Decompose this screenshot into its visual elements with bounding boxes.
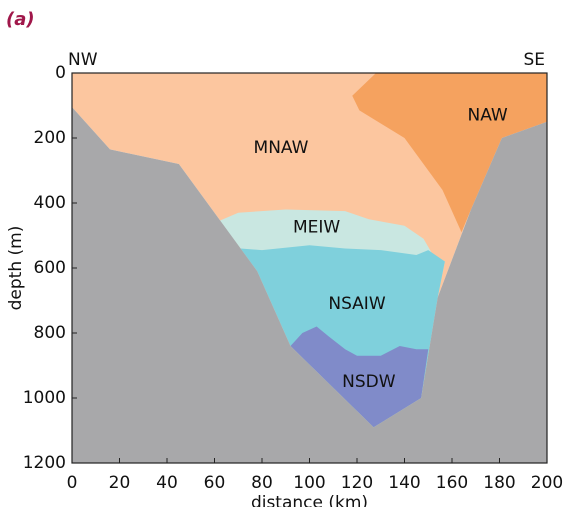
x-tick-label: 180 [483, 473, 515, 493]
water-mass-label: NSDW [342, 372, 396, 392]
right-label: SE [523, 50, 545, 70]
panel-label: (a) [6, 9, 35, 30]
x-axis-label: distance (km) [251, 493, 368, 507]
y-tick-label: 400 [34, 193, 66, 213]
y-tick-label: 1000 [23, 388, 66, 408]
left-label: NW [68, 50, 98, 70]
y-tick-label: 600 [34, 258, 66, 278]
water-mass-label: NSAIW [328, 294, 385, 314]
x-tick-label: 140 [388, 473, 420, 493]
x-tick-label: 40 [156, 473, 178, 493]
y-tick-label: 800 [34, 323, 66, 343]
x-tick-label: 200 [531, 473, 563, 493]
water-mass-label: NAW [468, 105, 508, 125]
x-tick-label: 160 [436, 473, 468, 493]
water-mass-label: MNAW [254, 138, 309, 158]
y-axis-label: depth (m) [6, 226, 26, 311]
water-mass-label: MEIW [293, 217, 340, 237]
y-tick-label: 1200 [23, 453, 66, 473]
chart: (a) MNAW NAW MEIW NSAIW NSDW 0 20 40 60 80 100 120 1… [0, 0, 564, 507]
x-tick-label: 120 [341, 473, 373, 493]
y-tick-label: 0 [55, 63, 66, 83]
x-tick-label: 0 [67, 473, 78, 493]
x-tick-label: 60 [204, 473, 226, 493]
y-tick-label: 200 [34, 128, 66, 148]
x-tick-label: 20 [109, 473, 131, 493]
x-tick-label: 80 [251, 473, 273, 493]
x-tick-label: 100 [293, 473, 325, 493]
